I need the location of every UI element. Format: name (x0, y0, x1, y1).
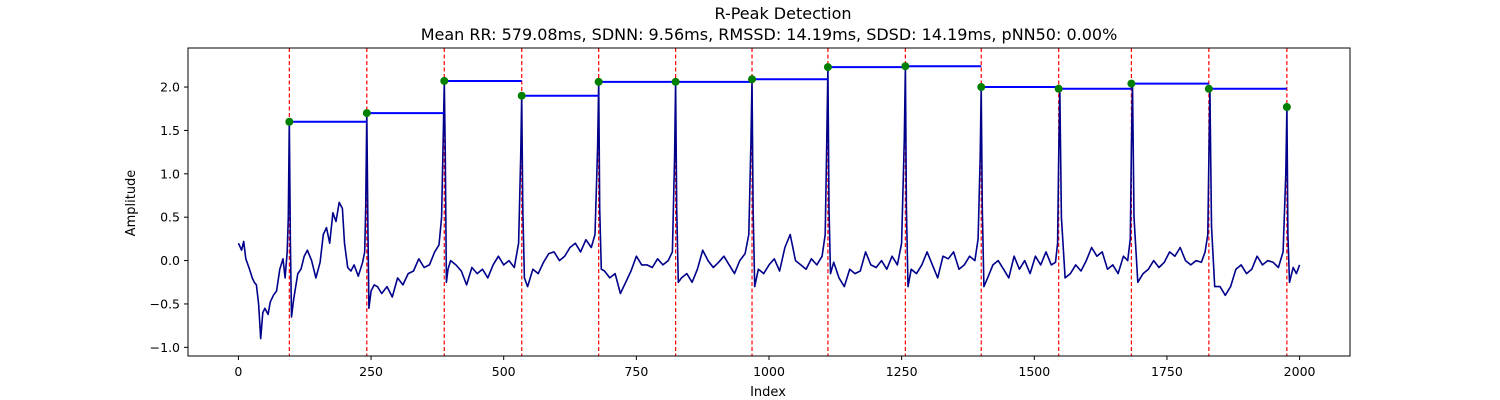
signal-line (237, 65, 1301, 340)
r-peak-point (901, 62, 910, 71)
x-axis-label: Index (750, 385, 786, 400)
r-peak-point (1054, 84, 1063, 93)
x-tick-label: 1000 (753, 364, 785, 379)
chart-title: R-Peak Detection (714, 4, 851, 23)
r-peak-point (823, 63, 832, 72)
r-peak-point (671, 77, 680, 86)
r-peak-point (517, 91, 526, 100)
r-peak-point (285, 117, 294, 126)
r-peak-point (748, 75, 757, 84)
y-tick-label: 1.5 (160, 123, 180, 138)
y-tick-label: 2.0 (160, 80, 180, 95)
r-peak-point (1204, 84, 1213, 93)
y-tick-label: 1.0 (160, 166, 180, 181)
chart-subtitle: Mean RR: 579.08ms, SDNN: 9.56ms, RMSSD: … (421, 25, 1118, 44)
plot-frame (187, 47, 1351, 357)
r-peak-point (440, 76, 449, 85)
x-tick-label: 1500 (1018, 364, 1050, 379)
x-tick-label: 1250 (886, 364, 918, 379)
y-tick-label: −1.0 (150, 340, 180, 355)
x-tick-label: 250 (359, 364, 383, 379)
r-peak-point (594, 77, 603, 86)
x-tick-label: 0 (234, 364, 242, 379)
y-tick-label: −0.5 (150, 296, 180, 311)
x-tick-label: 2000 (1284, 364, 1316, 379)
x-tick-label: 500 (492, 364, 516, 379)
r-peak-point (1282, 102, 1291, 111)
x-tick-label: 1750 (1151, 364, 1183, 379)
plot-area: 0 250 500 750 1000 1250 1500 1750 2000 −1.0 −0.5 0.… (150, 47, 1351, 379)
y-tick-label: 0.5 (160, 210, 180, 225)
y-axis-label: Amplitude (124, 170, 139, 237)
r-peak-point (977, 83, 986, 92)
r-peak-point (1127, 79, 1136, 88)
x-tick-label: 750 (624, 364, 648, 379)
r-peak-point (362, 109, 371, 118)
y-tick-label: 0.0 (160, 253, 180, 268)
